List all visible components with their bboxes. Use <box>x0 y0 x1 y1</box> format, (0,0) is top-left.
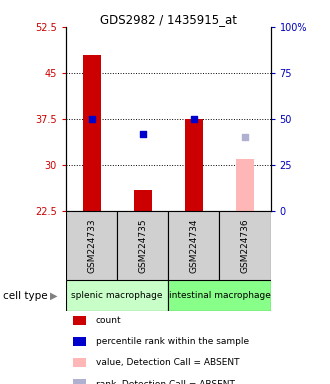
Text: GSM224733: GSM224733 <box>87 218 96 273</box>
Bar <box>219 211 271 280</box>
Bar <box>82 55 101 211</box>
Text: splenic macrophage: splenic macrophage <box>71 291 163 300</box>
Point <box>140 131 145 137</box>
Bar <box>168 280 271 311</box>
Text: rank, Detection Call = ABSENT: rank, Detection Call = ABSENT <box>96 379 235 384</box>
Text: GSM224734: GSM224734 <box>189 218 198 273</box>
Point <box>89 116 94 122</box>
Bar <box>117 211 168 280</box>
Bar <box>236 159 254 211</box>
Bar <box>168 211 219 280</box>
Text: GSM224735: GSM224735 <box>138 218 147 273</box>
Title: GDS2982 / 1435915_at: GDS2982 / 1435915_at <box>100 13 237 26</box>
Bar <box>185 119 203 211</box>
Text: GSM224736: GSM224736 <box>241 218 249 273</box>
Point <box>242 134 248 141</box>
Text: intestinal macrophage: intestinal macrophage <box>169 291 270 300</box>
Bar <box>66 211 117 280</box>
Point <box>191 116 197 122</box>
Text: cell type: cell type <box>3 291 48 301</box>
Text: count: count <box>96 316 121 325</box>
Text: ▶: ▶ <box>50 291 58 301</box>
Bar <box>134 190 152 211</box>
Bar <box>66 280 168 311</box>
Text: percentile rank within the sample: percentile rank within the sample <box>96 337 249 346</box>
Text: value, Detection Call = ABSENT: value, Detection Call = ABSENT <box>96 358 239 367</box>
